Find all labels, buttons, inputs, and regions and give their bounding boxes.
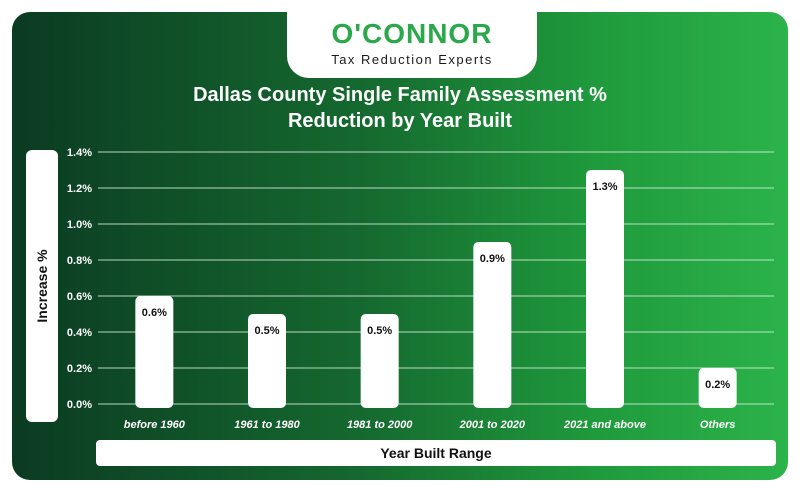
chart-title: Dallas County Single Family Assessment %…	[112, 82, 688, 134]
x-tick-label: 1981 to 2000	[347, 419, 413, 431]
y-tick-label: 1.4%	[67, 147, 92, 159]
y-tick-label: 1.2%	[67, 183, 92, 195]
bar-value-label: 0.9%	[480, 253, 505, 265]
y-tick-label: 1.0%	[67, 219, 92, 231]
y-tick-label: 0.2%	[67, 363, 92, 375]
bar-value-label: 0.6%	[142, 307, 167, 319]
bar	[135, 296, 174, 408]
y-axis-label-box: Increase %	[26, 150, 58, 422]
bar-value-label: 0.5%	[254, 325, 279, 337]
y-tick-label: 0.6%	[67, 291, 92, 303]
x-axis-label: Year Built Range	[96, 440, 776, 466]
bar	[473, 242, 512, 408]
brand-logo-tab: O'CONNOR Tax Reduction Experts	[287, 12, 537, 78]
bar-value-label: 0.5%	[367, 325, 392, 337]
y-tick-label: 0.8%	[67, 255, 92, 267]
bar	[248, 314, 286, 408]
bar	[360, 314, 399, 408]
chart-title-line1: Dallas County Single Family Assessment %	[193, 84, 607, 106]
chart-title-line2: Reduction by Year Built	[287, 110, 513, 132]
x-tick-label: Others	[700, 419, 735, 431]
y-tick-label: 0.0%	[67, 399, 92, 411]
x-tick-label: 2021 and above	[563, 419, 646, 431]
bar-value-label: 0.2%	[705, 379, 730, 391]
brand-tagline: Tax Reduction Experts	[331, 52, 493, 67]
x-tick-label: before 1960	[124, 419, 186, 431]
bar-value-label: 1.3%	[592, 181, 617, 193]
chart-card: O'CONNOR Tax Reduction Experts Dallas Co…	[12, 12, 788, 480]
x-tick-label: 1961 to 1980	[234, 419, 300, 431]
bar	[698, 368, 737, 408]
brand-logo: O'CONNOR	[331, 18, 493, 49]
x-tick-label: 2001 to 2020	[459, 419, 526, 431]
bar	[586, 170, 624, 408]
bar-chart-plot: 0.0% 0.2% 0.4% 0.6% 0.8% 1.0% 1.2% 1.4% 0.6% befo…	[67, 147, 774, 431]
y-tick-label: 0.4%	[67, 327, 92, 339]
